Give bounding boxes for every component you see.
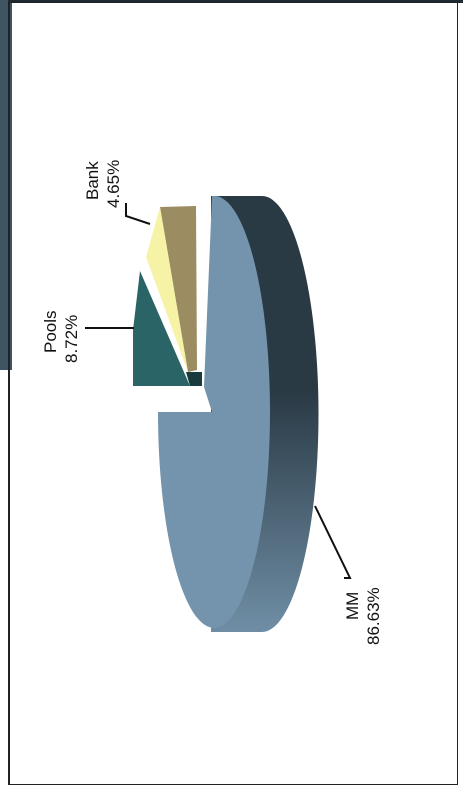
slice-bank-side	[160, 206, 197, 372]
leader-line-mm	[314, 505, 352, 579]
label-pools: Pools 8.72%	[41, 310, 81, 363]
slice-pools-side	[186, 372, 202, 386]
label-mm-name: MM	[343, 592, 362, 620]
label-mm: MM 86.63%	[343, 587, 383, 645]
leader-line-bank	[125, 203, 151, 225]
label-bank-name: Bank	[83, 161, 102, 200]
chart-frame	[8, 2, 458, 785]
label-pools-name: Pools	[41, 310, 60, 353]
label-mm-pct: 86.63%	[364, 587, 383, 645]
slice-bank	[146, 207, 188, 372]
slice-mm	[158, 195, 271, 628]
label-pools-pct: 8.72%	[62, 315, 81, 363]
label-bank-pct: 4.65%	[104, 160, 123, 208]
top-border	[8, 0, 463, 3]
label-bank: Bank 4.65%	[83, 160, 123, 208]
slice-pools	[133, 271, 190, 386]
pie-group	[133, 195, 319, 632]
